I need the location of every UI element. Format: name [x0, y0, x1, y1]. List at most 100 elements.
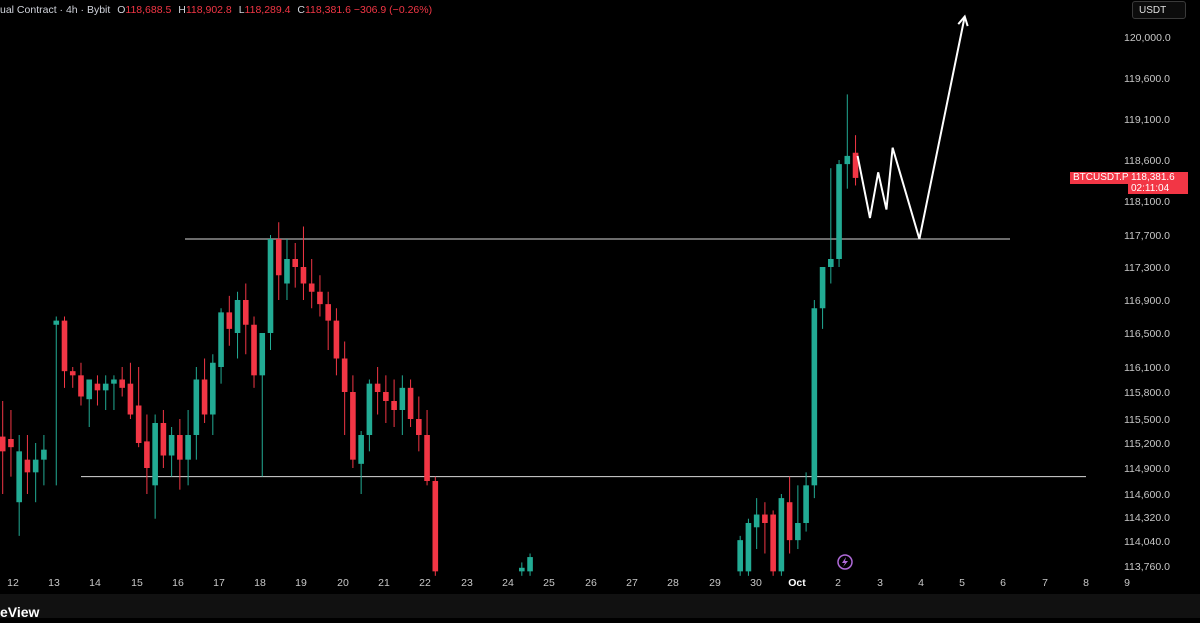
price-tag-symbol: BTCUSDT.P: [1070, 172, 1132, 184]
candle-body: [226, 312, 233, 329]
candle-body: [424, 435, 430, 481]
candle-body: [416, 419, 422, 435]
candle-body: [61, 320, 68, 372]
candle-body: [350, 392, 356, 460]
x-tick-label: 23: [461, 577, 473, 589]
candle-body: [160, 423, 167, 456]
x-tick-label: 13: [48, 577, 60, 589]
x-tick-label: 26: [585, 577, 597, 589]
legend-high-value: 118,902.8: [185, 4, 232, 16]
candle-body: [275, 239, 282, 276]
candle-body: [819, 267, 826, 309]
x-tick-label: Oct: [788, 577, 806, 589]
x-tick-label: 8: [1083, 577, 1089, 589]
legend-title: ual Contract · 4h · Bybit: [0, 4, 111, 16]
price-tag-value-box: 118,381.6 02:11:04: [1128, 172, 1188, 194]
price-tag-countdown: 02:11:04: [1131, 183, 1170, 194]
candle-body: [341, 358, 348, 392]
candle-body: [300, 267, 307, 284]
candle-body: [317, 291, 323, 305]
y-tick-label: 114,040.0: [1124, 536, 1170, 548]
candle-body: [16, 451, 22, 503]
flash-icon[interactable]: [837, 554, 853, 570]
currency-unit-button[interactable]: USDT: [1132, 1, 1186, 19]
candle-body: [778, 498, 785, 572]
candle-body: [32, 459, 39, 473]
candle-body: [102, 383, 109, 391]
candle-body: [218, 312, 224, 367]
legend-close-value: 118,381.6: [305, 4, 351, 16]
x-tick-label: 28: [667, 577, 679, 589]
candle-body: [41, 449, 47, 460]
candle-body: [391, 401, 397, 410]
footer-logo: eView: [0, 604, 40, 620]
last-price-tag: BTCUSDT.P 118,381.6 02:11:04: [1070, 172, 1188, 194]
candle-body: [366, 383, 373, 435]
candle-body: [753, 514, 760, 528]
candle-body: [86, 379, 93, 400]
y-tick-label: 115,500.0: [1124, 414, 1170, 426]
x-tick-label: 7: [1042, 577, 1048, 589]
candle-body: [811, 308, 818, 486]
candle-body: [168, 435, 175, 456]
candle-body: [407, 387, 414, 419]
candle-body: [762, 514, 768, 523]
candle-body: [844, 155, 851, 165]
x-tick-label: 19: [295, 577, 307, 589]
candle-body: [383, 392, 389, 401]
x-tick-label: 18: [254, 577, 266, 589]
x-tick-label: 6: [1000, 577, 1006, 589]
candle-body: [78, 375, 84, 397]
candle-body: [374, 383, 381, 392]
candle-body: [284, 259, 290, 284]
candle-body: [325, 304, 331, 321]
x-tick-label: 25: [543, 577, 555, 589]
candle-body: [836, 164, 842, 259]
candle-body: [308, 283, 315, 292]
y-tick-label: 116,500.0: [1124, 328, 1170, 340]
x-tick-label: 22: [419, 577, 431, 589]
x-tick-label: 21: [378, 577, 390, 589]
x-tick-label: 12: [7, 577, 19, 589]
candle-body: [770, 514, 776, 572]
y-tick-label: 116,900.0: [1124, 295, 1170, 307]
candle-body: [786, 502, 793, 541]
candle-body: [135, 405, 142, 443]
x-tick-label: 4: [918, 577, 924, 589]
x-tick-label: 5: [959, 577, 965, 589]
x-tick-label: 20: [337, 577, 349, 589]
candle-body: [399, 387, 406, 410]
candle-body: [0, 436, 6, 452]
x-tick-label: 2: [835, 577, 841, 589]
y-tick-label: 117,300.0: [1124, 262, 1170, 274]
legend-close-label: C: [297, 4, 305, 16]
legend-low-value: 118,289.4: [244, 4, 291, 16]
y-tick-label: 115,800.0: [1124, 387, 1170, 399]
candle-body: [201, 379, 208, 415]
legend-open-value: 118,688.5: [125, 4, 172, 16]
legend-low-label: L: [238, 4, 245, 16]
legend-change: −306.9 (−0.26%): [353, 4, 433, 16]
x-tick-label: 9: [1124, 577, 1130, 589]
y-tick-label: 118,600.0: [1124, 155, 1170, 167]
x-tick-label: 15: [131, 577, 143, 589]
y-tick-label: 114,320.0: [1124, 512, 1170, 524]
x-tick-label: 27: [626, 577, 638, 589]
candle-body: [267, 239, 274, 333]
candle-body: [333, 320, 340, 359]
candle-body: [210, 362, 216, 415]
legend-open-label: O: [117, 4, 126, 16]
candle-body: [127, 383, 134, 415]
y-tick-label: 119,100.0: [1124, 114, 1170, 126]
candle-body: [527, 557, 533, 572]
ohlc-legend: ual Contract · 4h · Bybit O118,688.5 H11…: [0, 4, 432, 18]
candle-body: [432, 481, 439, 572]
projection-arrow-head: [957, 14, 969, 27]
candle-body: [69, 371, 76, 376]
legend-high-label: H: [178, 4, 186, 16]
y-tick-label: 114,900.0: [1124, 463, 1170, 475]
candle-body: [193, 379, 200, 435]
candle-body: [251, 324, 257, 376]
